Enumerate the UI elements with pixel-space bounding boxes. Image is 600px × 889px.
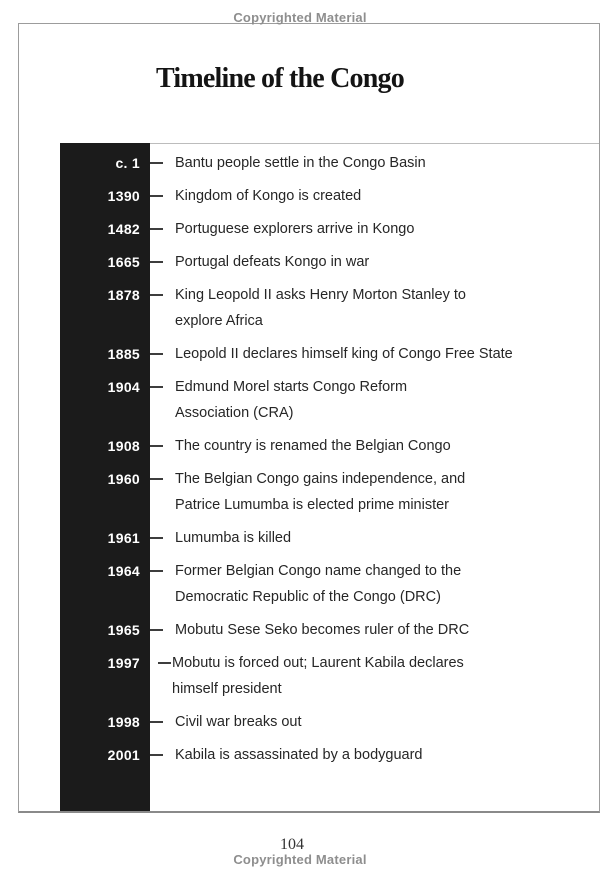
timeline-event-text: Portugal defeats Kongo in war bbox=[175, 254, 370, 270]
timeline-year: 1482 bbox=[107, 221, 140, 237]
tick-mark-icon bbox=[150, 721, 163, 723]
timeline-year: 1964 bbox=[107, 563, 140, 579]
copyright-notice-top: Copyrighted Material bbox=[233, 10, 367, 25]
tick-mark-icon bbox=[150, 228, 163, 230]
timeline-rows: c. 1 Bantu people settle in the Congo Ba… bbox=[60, 143, 595, 775]
tick-mark-icon bbox=[150, 261, 163, 263]
tick-mark-icon bbox=[150, 386, 163, 388]
timeline-event-text: Edmund Morel starts Congo Reform Associa… bbox=[175, 379, 408, 421]
timeline-event-row: 1961 Lumumba is killed bbox=[60, 525, 595, 551]
timeline-event-row: c. 1 Bantu people settle in the Congo Ba… bbox=[60, 150, 595, 176]
timeline-event-text: Bantu people settle in the Congo Basin bbox=[175, 155, 426, 171]
timeline-event-text: The Belgian Congo gains independence, an… bbox=[175, 471, 466, 513]
timeline-year: 2001 bbox=[107, 747, 140, 763]
copyright-notice-bottom: Copyrighted Material bbox=[233, 852, 367, 867]
book-page: Timeline of the Congo c. 1 Bantu people … bbox=[18, 23, 600, 813]
timeline-event-row: 1964 Former Belgian Congo name changed t… bbox=[60, 558, 595, 610]
timeline-event-text: Mobutu is forced out; Laurent Kabila dec… bbox=[172, 655, 464, 697]
timeline-year: 1965 bbox=[107, 622, 140, 638]
timeline-event-text: Mobutu Sese Seko becomes ruler of the DR… bbox=[175, 622, 470, 638]
timeline-top-rule bbox=[150, 143, 599, 144]
tick-mark-icon bbox=[150, 570, 163, 572]
timeline-year: 1998 bbox=[107, 714, 140, 730]
tick-mark-icon bbox=[150, 629, 163, 631]
timeline-year: 1665 bbox=[107, 254, 140, 270]
tick-mark-icon bbox=[150, 537, 163, 539]
timeline-event-text: Leopold II declares himself king of Cong… bbox=[175, 346, 513, 362]
timeline-event-text: Kabila is assassinated by a bodyguard bbox=[175, 747, 423, 763]
timeline-event-row: 2001 Kabila is assassinated by a bodygua… bbox=[60, 742, 595, 768]
tick-mark-icon bbox=[150, 754, 163, 756]
timeline-year-bar bbox=[60, 143, 150, 811]
timeline-event-row: 1885 Leopold II declares himself king of… bbox=[60, 341, 595, 367]
timeline-event-row: 1998 Civil war breaks out bbox=[60, 709, 595, 735]
timeline-event-text: The country is renamed the Belgian Congo bbox=[175, 438, 451, 454]
timeline-year: 1878 bbox=[107, 287, 140, 303]
page-number: 104 bbox=[280, 836, 304, 853]
timeline-year: 1997 bbox=[107, 655, 140, 671]
tick-mark-icon bbox=[150, 353, 163, 355]
timeline-event-text: Lumumba is killed bbox=[175, 530, 292, 546]
tick-mark-icon bbox=[150, 195, 163, 197]
timeline-event-row: 1904 Edmund Morel starts Congo Reform As… bbox=[60, 374, 595, 426]
timeline-event-row: 1878 King Leopold II asks Henry Morton S… bbox=[60, 282, 595, 334]
timeline-event-row: 1997 Mobutu is forced out; Laurent Kabil… bbox=[60, 650, 595, 702]
timeline-event-text: Civil war breaks out bbox=[175, 714, 302, 730]
tick-mark-icon bbox=[158, 662, 171, 664]
timeline-event-row: 1960 The Belgian Congo gains independenc… bbox=[60, 466, 595, 518]
timeline-event-row: 1908 The country is renamed the Belgian … bbox=[60, 433, 595, 459]
timeline-event-text: Former Belgian Congo name changed to the… bbox=[175, 563, 462, 605]
timeline-event-text: Portuguese explorers arrive in Kongo bbox=[175, 221, 415, 237]
timeline-event-row: 1665 Portugal defeats Kongo in war bbox=[60, 249, 595, 275]
page-title: Timeline of the Congo bbox=[156, 63, 405, 94]
timeline-event-row: 1390 Kingdom of Kongo is created bbox=[60, 183, 595, 209]
timeline-event-text: King Leopold II asks Henry Morton Stanle… bbox=[175, 287, 466, 329]
tick-mark-icon bbox=[150, 294, 163, 296]
timeline-year: 1885 bbox=[107, 346, 140, 362]
tick-mark-icon bbox=[150, 162, 163, 164]
timeline-year: 1904 bbox=[107, 379, 140, 395]
timeline-year: c. 1 bbox=[115, 155, 140, 171]
timeline-year: 1961 bbox=[107, 530, 140, 546]
timeline-event-row: 1965 Mobutu Sese Seko becomes ruler of t… bbox=[60, 617, 595, 643]
timeline-year: 1908 bbox=[107, 438, 140, 454]
tick-mark-icon bbox=[150, 478, 163, 480]
timeline-year: 1390 bbox=[107, 188, 140, 204]
timeline-event-text: Kingdom of Kongo is created bbox=[175, 188, 362, 204]
timeline-event-row: 1482 Portuguese explorers arrive in Kong… bbox=[60, 216, 595, 242]
timeline-year: 1960 bbox=[107, 471, 140, 487]
tick-mark-icon bbox=[150, 445, 163, 447]
